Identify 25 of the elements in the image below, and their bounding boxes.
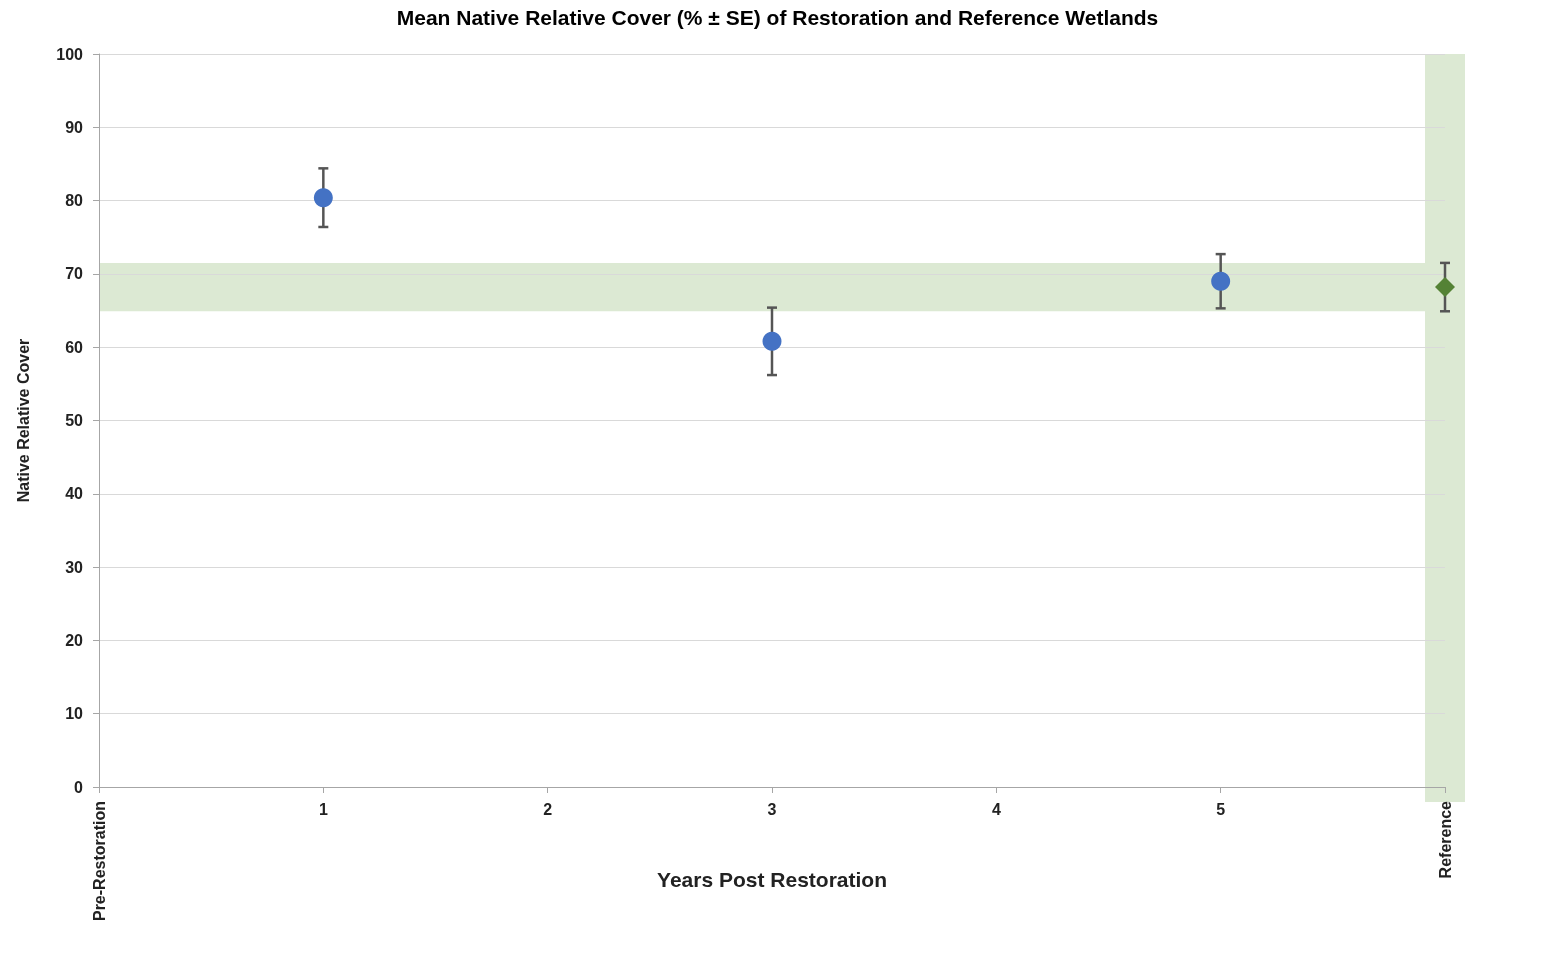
y-tick-label: 20 [65, 631, 84, 649]
y-tick-label: 0 [74, 778, 84, 796]
point [1435, 277, 1455, 298]
x-tick-label: Pre-Restoration [90, 801, 108, 922]
x-tick-label: 3 [767, 800, 777, 818]
y-tick-label: 90 [65, 118, 84, 136]
x-tick-label: 4 [991, 800, 1001, 818]
point [313, 188, 333, 208]
x-tick-label: 2 [543, 800, 553, 818]
y-tick-label: 10 [65, 705, 84, 723]
point [762, 331, 782, 351]
x-tick-label: Reference [1436, 800, 1454, 879]
y-tick-label: 50 [65, 412, 84, 429]
chart-title: Mean Native Relative Cover (% ± SE) of Restoration and Reference Wetlands [396, 6, 1159, 29]
y-tick-label: 60 [65, 338, 84, 356]
point [1211, 271, 1231, 291]
y-tick-label: 70 [65, 265, 84, 283]
y-axis-title: Native Relative Cover [14, 338, 32, 503]
y-tick-label: 40 [65, 485, 84, 503]
y-tick-label: 30 [65, 558, 84, 576]
y-tick-label: 100 [56, 45, 84, 63]
x-tick-label: 1 [318, 800, 328, 818]
x-axis-title: Years Post Restoration [657, 868, 887, 891]
x-tick-label: 5 [1216, 800, 1226, 818]
y-tick-label: 80 [65, 192, 84, 210]
